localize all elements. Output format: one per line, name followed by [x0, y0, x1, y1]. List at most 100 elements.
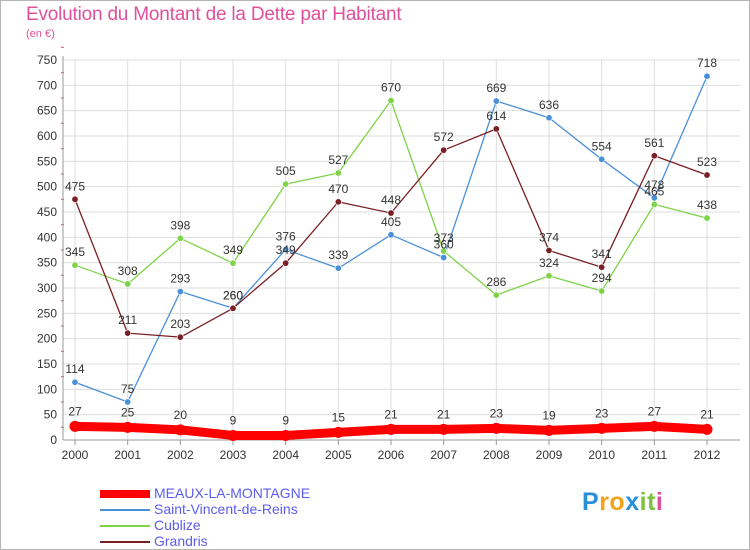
x-tick-label: 2010: [588, 448, 615, 462]
data-point: [492, 291, 500, 299]
x-tick-label: 2007: [430, 448, 457, 462]
data-label: 718: [697, 56, 717, 70]
legend-swatch: [100, 525, 150, 527]
y-tick-label: 350: [37, 256, 57, 270]
data-point: [334, 198, 342, 206]
legend-label: Grandris: [154, 533, 208, 549]
data-point: [648, 420, 660, 432]
y-tick-label: 600: [37, 129, 57, 143]
data-point: [124, 280, 132, 288]
y-tick-label: 0: [50, 433, 57, 447]
legend-swatch: [100, 509, 150, 511]
data-label: 324: [539, 256, 559, 270]
data-point: [387, 97, 395, 105]
data-point: [545, 247, 553, 255]
data-point: [174, 424, 186, 436]
data-point: [71, 195, 79, 203]
data-label: 470: [328, 182, 348, 196]
data-label: 9: [230, 413, 237, 427]
x-tick-label: 2012: [694, 448, 721, 462]
y-tick-label: 750: [37, 53, 57, 67]
data-label: 27: [68, 404, 82, 418]
data-label: 114: [65, 362, 84, 376]
data-point: [71, 378, 79, 386]
logo-letter: r: [599, 488, 610, 516]
data-label: 15: [332, 410, 346, 424]
data-label: 438: [697, 198, 717, 212]
data-point: [490, 422, 502, 434]
x-tick-label: 2003: [220, 448, 247, 462]
data-point: [492, 97, 500, 105]
data-point: [282, 180, 290, 188]
data-label: 293: [170, 272, 190, 286]
data-point: [282, 245, 290, 253]
data-label: 25: [121, 405, 135, 419]
data-label: 561: [644, 136, 664, 150]
data-point: [440, 254, 448, 262]
data-label: 670: [381, 81, 401, 95]
logo-letter: i: [639, 488, 648, 516]
data-point: [492, 125, 500, 133]
data-point: [69, 420, 81, 432]
logo-letter: o: [609, 488, 626, 516]
data-point: [124, 329, 132, 337]
y-tick-label: 50: [44, 408, 58, 422]
legend-swatch: [100, 490, 150, 498]
data-label: 75: [121, 382, 135, 396]
data-point: [124, 398, 132, 406]
data-label: 21: [384, 407, 398, 421]
y-tick-label: 100: [37, 382, 57, 396]
y-tick-label: 300: [37, 281, 57, 295]
y-tick-label: 200: [37, 332, 57, 346]
data-label: 260: [223, 288, 243, 302]
y-tick-label: 400: [37, 230, 57, 244]
data-label: 478: [644, 178, 664, 192]
data-label: 20: [174, 408, 188, 422]
data-point: [229, 304, 237, 312]
data-point: [334, 169, 342, 177]
data-point: [440, 247, 448, 255]
data-point: [440, 146, 448, 154]
data-point: [545, 114, 553, 122]
y-tick-label: 500: [37, 180, 57, 194]
data-point: [387, 209, 395, 217]
logo-letter: P: [582, 488, 600, 516]
data-label: 614: [486, 109, 506, 123]
data-label: 21: [700, 407, 714, 421]
data-point: [332, 426, 344, 438]
x-tick-label: 2000: [62, 448, 89, 462]
data-point: [176, 288, 184, 296]
data-point: [71, 261, 79, 269]
chart-subtitle: (en €): [26, 28, 55, 40]
data-label: 398: [170, 218, 190, 232]
data-label: 286: [486, 275, 506, 289]
data-label: 669: [486, 81, 506, 95]
data-point: [227, 429, 239, 441]
data-label: 523: [697, 155, 717, 169]
data-label: 405: [381, 215, 401, 229]
data-point: [438, 423, 450, 435]
data-point: [598, 155, 606, 163]
y-tick-label: 450: [37, 205, 57, 219]
data-label: 349: [276, 243, 296, 257]
data-point: [545, 272, 553, 280]
chart-title: Evolution du Montant de la Dette par Hab…: [26, 4, 402, 25]
x-tick-label: 2002: [167, 448, 194, 462]
data-label: 19: [542, 408, 556, 422]
legend-label: Cublize: [154, 517, 201, 533]
data-label: 475: [65, 179, 85, 193]
data-point: [334, 264, 342, 272]
data-label: 448: [381, 193, 401, 207]
data-label: 345: [65, 245, 85, 259]
data-point: [596, 422, 608, 434]
x-tick-label: 2009: [536, 448, 563, 462]
legend-swatch: [100, 541, 150, 543]
data-label: 373: [434, 231, 454, 245]
x-tick-label: 2004: [272, 448, 299, 462]
data-point: [385, 423, 397, 435]
data-point: [703, 171, 711, 179]
legend-label: MEAUX-LA-MONTAGNE: [154, 485, 311, 501]
data-label: 349: [223, 243, 243, 257]
